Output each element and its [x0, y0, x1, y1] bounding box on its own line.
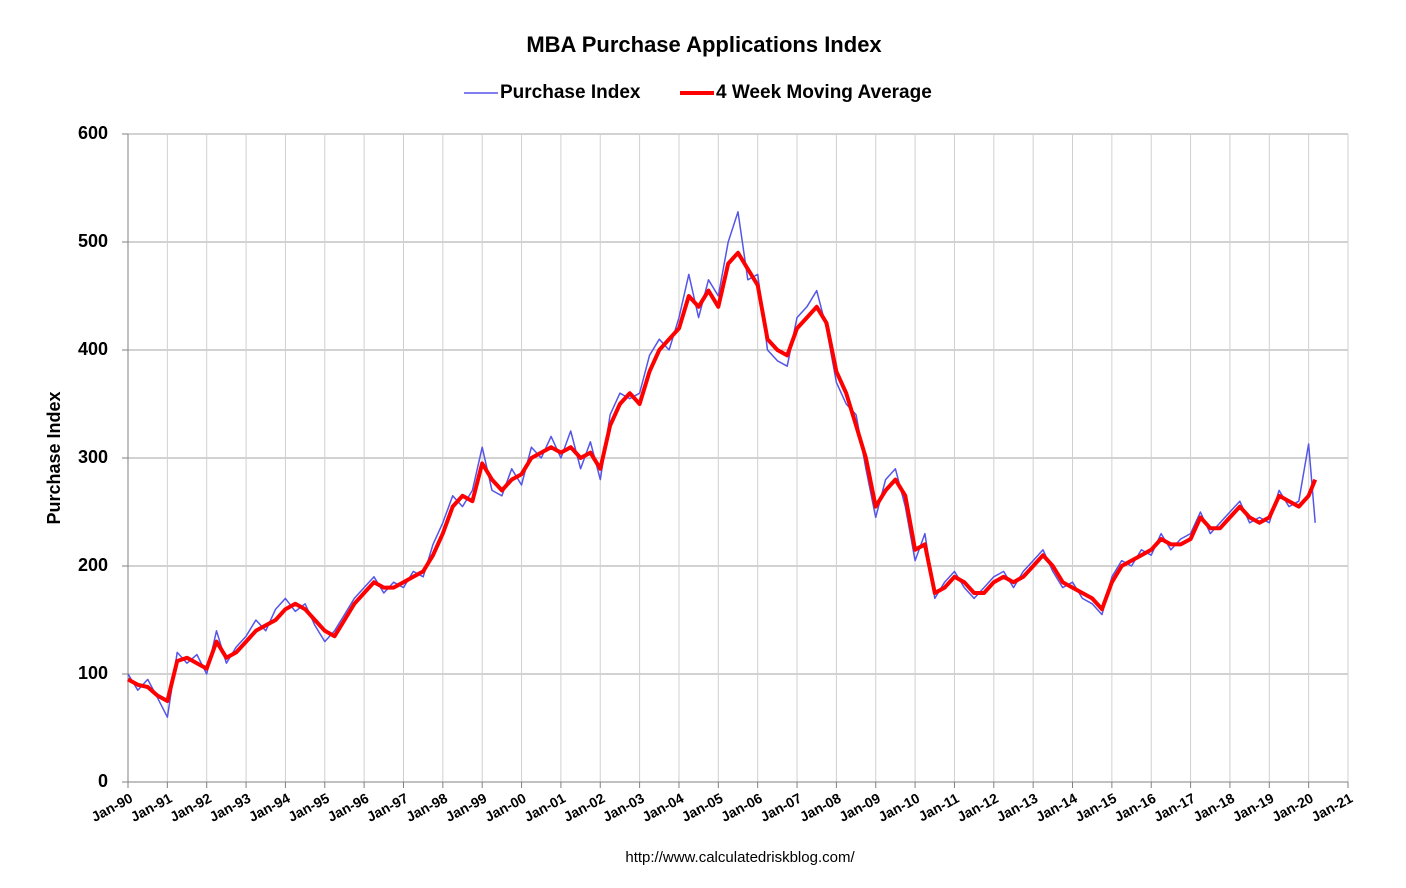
y-tick-label: 200 — [78, 555, 108, 575]
data-line — [127, 211, 1316, 718]
y-axis-label: Purchase Index — [44, 391, 64, 524]
legend-label: 4 Week Moving Average — [716, 82, 932, 103]
y-tick-label: 100 — [78, 663, 108, 683]
source-note: http://www.calculatedriskblog.com/ — [625, 849, 855, 866]
y-tick-label: 600 — [78, 123, 108, 143]
y-tick-label: 0 — [98, 771, 108, 791]
legend-label: Purchase Index — [500, 82, 641, 103]
y-tick-label: 400 — [78, 339, 108, 359]
y-tick-label: 500 — [78, 231, 108, 251]
chart-title: MBA Purchase Applications Index — [526, 32, 882, 57]
y-tick-label: 300 — [78, 447, 108, 467]
data-line — [127, 250, 1318, 703]
